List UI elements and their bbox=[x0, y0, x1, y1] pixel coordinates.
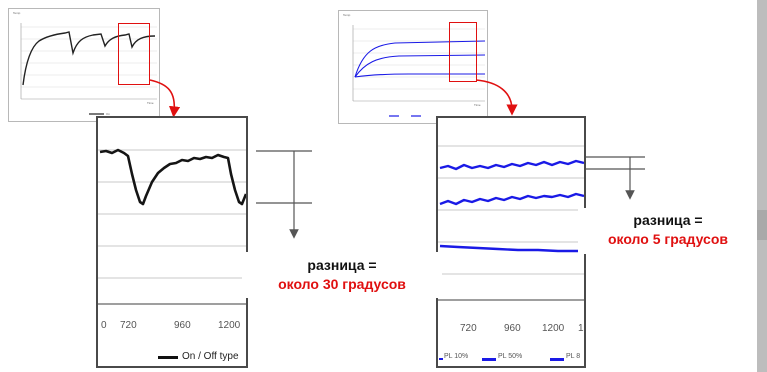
left-zoom-series bbox=[99, 148, 246, 206]
right-note-line2: около 5 градусов bbox=[607, 231, 728, 247]
right-zoom-series-2 bbox=[439, 192, 584, 206]
left-note-line1: разница = bbox=[307, 257, 377, 273]
left-zoom-plot bbox=[98, 148, 246, 305]
right-thumb-series-3 bbox=[354, 73, 485, 78]
right-thumb-y-title: Temp bbox=[343, 13, 351, 17]
right-zoom-series-3 bbox=[439, 244, 584, 253]
right-note-line1: разница = bbox=[633, 212, 703, 228]
left-thumb-legend: On bbox=[106, 112, 111, 116]
left-thumbnail-chart: Temp Time On bbox=[8, 8, 160, 122]
left-note-line2: около 30 градусов bbox=[278, 276, 406, 292]
left-zoom-arrow bbox=[149, 79, 181, 118]
left-highlight-box bbox=[118, 23, 150, 85]
left-zoom-xtick: 0 bbox=[101, 320, 107, 331]
right-zoom-legend-item: PL 10% bbox=[444, 353, 469, 360]
right-zoom-legend-item: PL 8 bbox=[566, 353, 581, 360]
left-thumb-x-title: Time bbox=[147, 101, 154, 105]
right-thumb-x-title: Time bbox=[474, 103, 481, 107]
right-zoom-plot bbox=[438, 145, 584, 301]
left-zoom-xtick: 720 bbox=[120, 320, 137, 331]
right-zoom-xtick: 960 bbox=[504, 323, 521, 334]
right-highlight-box bbox=[449, 22, 477, 82]
right-legend-swatch-3 bbox=[550, 358, 564, 361]
right-zoom-arrow bbox=[475, 79, 518, 116]
left-zoom-legend: On / Off type bbox=[182, 351, 239, 362]
right-legend-swatch-2 bbox=[482, 358, 496, 361]
right-thumb-series-2 bbox=[354, 54, 486, 78]
left-difference-note: разница = около 30 градусов bbox=[242, 252, 442, 298]
right-difference-note: разница = около 5 градусов bbox=[578, 208, 758, 254]
left-zoom-legend-line bbox=[158, 356, 178, 359]
right-zoom-xtick: 1200 bbox=[542, 323, 565, 334]
right-thumb-plot bbox=[352, 25, 486, 117]
left-zoom-xtick: 1200 bbox=[218, 320, 241, 331]
left-zoom-chart: 0 720 960 1200 On / Off type bbox=[96, 116, 248, 368]
right-edge-bar bbox=[757, 0, 767, 372]
right-thumbnail-chart: Temp Time bbox=[338, 10, 488, 124]
right-zoom-xtick: 1 bbox=[578, 323, 584, 334]
right-zoom-chart: 720 960 1200 1 PL 10% PL 50% PL 8 bbox=[436, 116, 586, 368]
left-thumb-plot bbox=[20, 23, 157, 115]
left-thumb-y-title: Temp bbox=[13, 11, 21, 15]
left-zoom-xtick: 960 bbox=[174, 320, 191, 331]
right-zoom-series-1 bbox=[439, 159, 584, 171]
right-zoom-xtick: 720 bbox=[460, 323, 477, 334]
right-edge-bar-dark bbox=[757, 210, 767, 240]
right-thumb-series-1 bbox=[354, 40, 486, 78]
right-legend-swatch-1 bbox=[439, 358, 443, 360]
right-zoom-legend-item: PL 50% bbox=[498, 353, 523, 360]
left-thumb-series bbox=[22, 31, 156, 86]
